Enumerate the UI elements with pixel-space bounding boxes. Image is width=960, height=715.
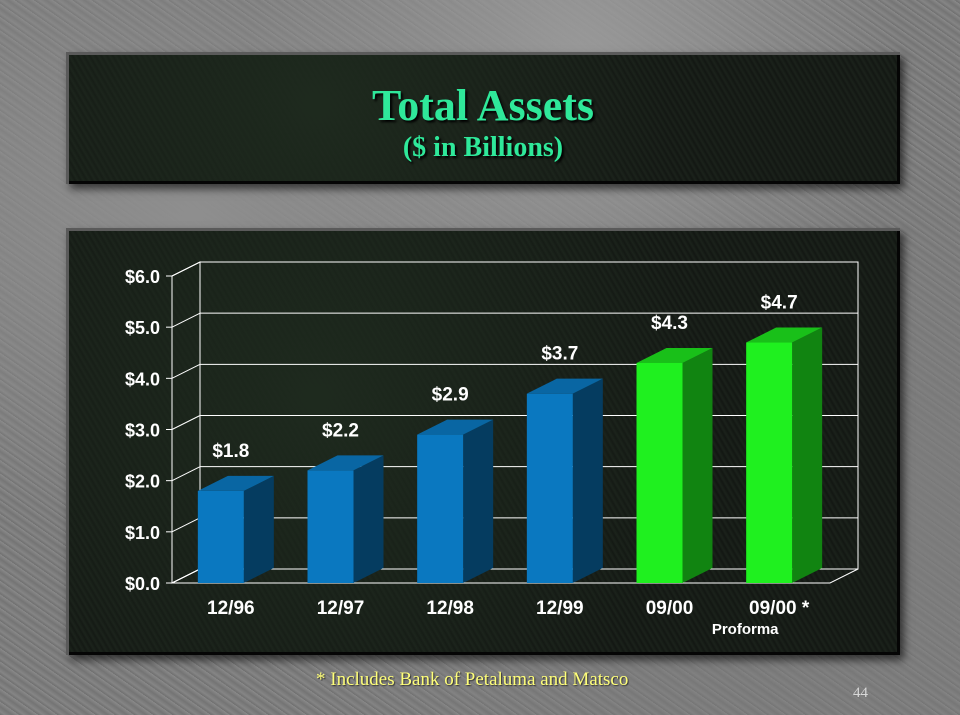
data-label: $3.7 (541, 344, 578, 365)
bar-side (572, 378, 603, 583)
x-tick-label: 12/98 (426, 598, 474, 619)
gridline-side (171, 568, 201, 584)
bar (417, 434, 464, 583)
bar (307, 470, 354, 583)
bar-side (243, 475, 274, 583)
bar-side (353, 455, 384, 583)
bar-side (682, 347, 713, 583)
x-tick-label: 12/99 (536, 598, 584, 619)
y-tick-label: $0.0 (125, 574, 160, 594)
chart-subtitle: ($ in Billions) (402, 132, 564, 163)
footnote: * Includes Bank of Petaluma and Matsco (316, 669, 629, 690)
bar-side (463, 419, 494, 583)
x-tick-label: 09/00 * (749, 598, 810, 619)
title-panel: Total Assets ($ in Billions) (66, 52, 900, 184)
y-tick-label: $4.0 (125, 369, 160, 389)
y-tick-label: $1.0 (125, 523, 160, 543)
y-tick-label: $6.0 (125, 267, 160, 287)
gridline-side (171, 517, 201, 533)
data-label: $1.8 (212, 441, 249, 462)
bar-top (197, 475, 274, 491)
gridline-side (171, 261, 201, 277)
page-number: 44 (853, 685, 868, 701)
x-tick-label: 09/00 (646, 598, 694, 619)
gridline-side (171, 363, 201, 379)
bar (197, 490, 244, 583)
data-label: $4.3 (651, 313, 688, 334)
bar-top (417, 419, 494, 435)
x-tick-label: 12/97 (317, 598, 365, 619)
gridline-side (171, 312, 201, 328)
gridline-side (171, 466, 201, 482)
data-label: $4.7 (761, 293, 798, 314)
bar (526, 393, 573, 583)
data-label: $2.2 (322, 420, 359, 441)
y-tick-label: $5.0 (125, 318, 160, 338)
data-label: $2.9 (432, 385, 469, 406)
bar (746, 342, 793, 583)
bar-top (636, 347, 713, 363)
x-tick-label: 12/96 (207, 598, 255, 619)
bar-top (307, 455, 384, 471)
chart-title: Total Assets (371, 81, 595, 130)
y-tick-label: $2.0 (125, 472, 160, 492)
bar-top (526, 378, 603, 394)
bar (636, 362, 683, 583)
gridline-side (171, 415, 201, 430)
proforma-annotation: Proforma (712, 621, 779, 638)
y-tick-label: $3.0 (125, 421, 160, 441)
bar-side (792, 327, 823, 583)
bar-top (746, 327, 823, 343)
